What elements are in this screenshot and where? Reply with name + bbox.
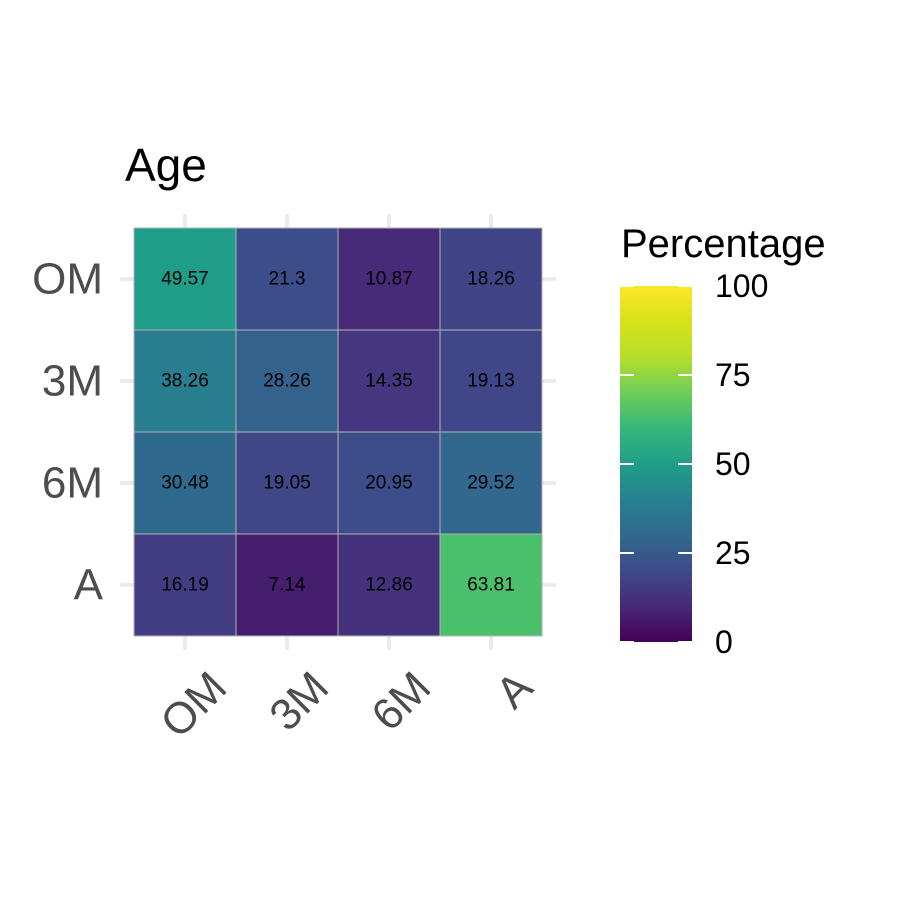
- cell-value-label: 18.26: [467, 269, 515, 290]
- cell-value-label: 30.48: [161, 473, 209, 494]
- heatmap-cell: [337, 533, 441, 637]
- x-tick-label: A: [487, 662, 543, 718]
- legend-ticks: 0 25 50 75 100: [620, 268, 768, 660]
- y-tick-label: OM: [32, 255, 103, 304]
- chart-title: Age: [125, 139, 207, 191]
- legend-tick-label: 50: [715, 446, 751, 482]
- cell-value-label: 21.3: [269, 269, 306, 290]
- cell-value-label: 38.26: [161, 371, 209, 392]
- legend-tick-label: 25: [715, 535, 751, 571]
- cell-value-label: 20.95: [365, 473, 413, 494]
- cell-value-label: 12.86: [365, 575, 413, 596]
- legend-tick-label: 0: [715, 624, 733, 660]
- heatmap-cell: [337, 431, 441, 535]
- cell-value-label: 29.52: [467, 473, 515, 494]
- heatmap-cell: [439, 227, 543, 331]
- heatmap-cell: [439, 329, 543, 433]
- heatmap-cell: [133, 227, 237, 331]
- cell-value-label: 63.81: [467, 575, 515, 596]
- cell-value-label: 28.26: [263, 371, 311, 392]
- legend-title: Percentage: [621, 222, 826, 266]
- y-tick-label: 6M: [42, 459, 103, 508]
- y-tick-label: A: [74, 561, 104, 610]
- color-legend: Percentage 0 25 50 75 100: [620, 222, 826, 660]
- x-tick-label: 3M: [260, 662, 338, 740]
- x-tick-label: 6M: [362, 662, 440, 740]
- heatmap-cell: [133, 533, 237, 637]
- cell-value-label: 7.14: [269, 575, 306, 596]
- cell-value-label: 14.35: [365, 371, 413, 392]
- cell-value-label: 16.19: [161, 575, 209, 596]
- heatmap-cells: 49.57 21.3 10.87 18.26 38.26 28.26 14.35 19.13 3…: [133, 227, 543, 637]
- x-axis-tick-labels: OM 3M 6M A: [151, 662, 542, 747]
- y-axis-tick-labels: OM 3M 6M A: [32, 255, 104, 610]
- heatmap-cell: [337, 329, 441, 433]
- cell-value-label: 19.13: [467, 371, 515, 392]
- heatmap-cell: [337, 227, 441, 331]
- heatmap-cell: [235, 227, 339, 331]
- cell-value-label: 19.05: [263, 473, 311, 494]
- x-tick-label: OM: [151, 662, 236, 747]
- heatmap-cell: [235, 329, 339, 433]
- y-tick-label: 3M: [42, 357, 103, 406]
- legend-tick-label: 100: [715, 268, 768, 304]
- cell-value-label: 10.87: [365, 269, 413, 290]
- cell-value-label: 49.57: [161, 269, 209, 290]
- heatmap-cell: [235, 533, 339, 637]
- heatmap-cell: [439, 431, 543, 535]
- legend-tick-label: 75: [715, 357, 751, 393]
- heatmap-cell: [439, 533, 543, 637]
